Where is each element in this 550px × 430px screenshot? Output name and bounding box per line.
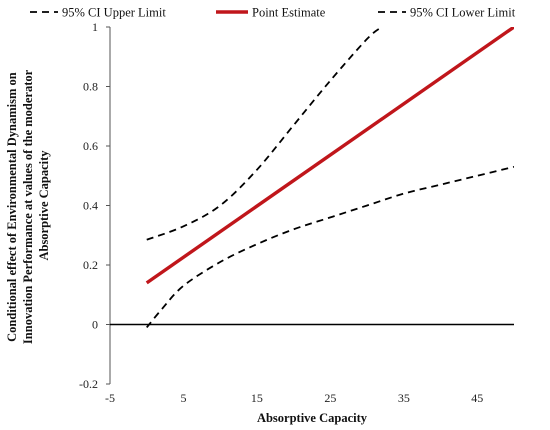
y-tick-label: 0.6 — [83, 139, 98, 153]
legend-label-point-estimate: Point Estimate — [252, 6, 326, 20]
y-tick-label: 0.2 — [83, 258, 98, 272]
x-ticks: -5 5 15 25 35 45 — [105, 391, 483, 405]
x-tick-label: 15 — [251, 391, 263, 405]
series-lines — [145, 27, 514, 329]
legend-label-ci-upper: 95% CI Upper Limit — [62, 6, 166, 20]
y-axis-title-line-2: Innovation Performance at values of the … — [21, 69, 35, 344]
y-axis-title: Conditional effect of Environmental Dyna… — [5, 67, 51, 344]
x-tick-label: 5 — [180, 391, 186, 405]
x-tick-label: -5 — [105, 391, 115, 405]
y-tick-label: 0.8 — [83, 80, 98, 94]
legend: 95% CI Upper Limit Point Estimate 95% CI… — [30, 6, 516, 20]
y-tick-label: 0.4 — [83, 199, 98, 213]
x-tick-label: 45 — [471, 391, 483, 405]
y-axis-title-line-3: Absorptive Capacity — [37, 150, 51, 261]
x-tick-label: 35 — [398, 391, 410, 405]
series-ci-upper-line — [146, 27, 383, 241]
x-tick-label: 25 — [324, 391, 336, 405]
y-tick-label: 0 — [92, 318, 98, 332]
series-point-estimate-line — [145, 27, 514, 285]
y-ticks: -0.2 0 0.2 0.4 0.6 0.8 1 — [79, 20, 110, 391]
x-axis-title: Absorptive Capacity — [257, 411, 368, 425]
y-axis-title-line-1: Conditional effect of Environmental Dyna… — [5, 72, 19, 342]
legend-label-ci-lower: 95% CI Lower Limit — [410, 6, 516, 20]
y-tick-label: 1 — [92, 20, 98, 34]
y-tick-label: -0.2 — [79, 377, 98, 391]
series-ci-lower-line — [146, 165, 514, 329]
